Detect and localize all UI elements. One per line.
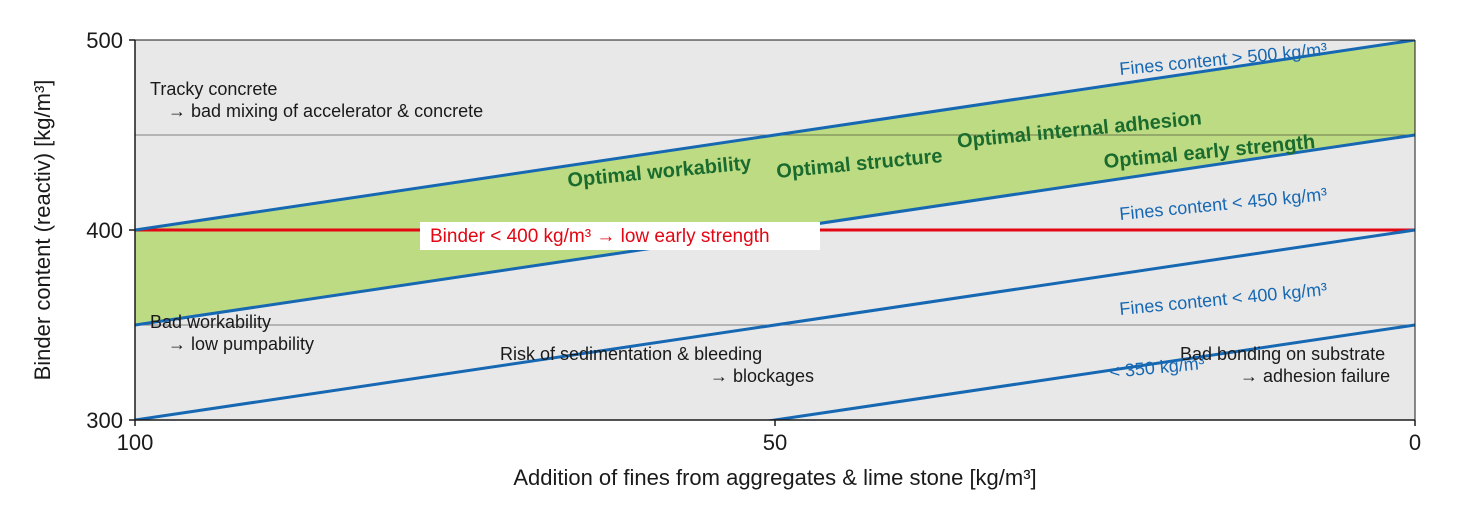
- red-threshold-label: Binder < 400 kg/m³ → low early strength: [430, 226, 770, 247]
- text-annotation: Risk of sedimentation & bleeding: [500, 344, 762, 364]
- text-annotation: → low pumpability: [168, 334, 314, 354]
- text-annotation: → blockages: [710, 366, 814, 386]
- x-axis-label: Addition of fines from aggregates & lime…: [513, 465, 1036, 490]
- binder-fines-chart: Tracky concrete→ bad mixing of accelerat…: [20, 20, 1438, 496]
- chart-svg: Tracky concrete→ bad mixing of accelerat…: [20, 20, 1438, 496]
- text-annotation: → bad mixing of accelerator & concrete: [168, 101, 483, 121]
- y-tick-label: 400: [86, 218, 123, 243]
- x-tick-label: 50: [763, 430, 787, 455]
- text-annotation: Tracky concrete: [150, 79, 277, 99]
- text-annotation: → adhesion failure: [1240, 366, 1390, 386]
- y-tick-label: 500: [86, 28, 123, 53]
- text-annotation: Bad bonding on substrate: [1180, 344, 1385, 364]
- y-axis-label: Binder content (reactiv) [kg/m³]: [30, 80, 55, 381]
- x-tick-label: 100: [117, 430, 154, 455]
- x-tick-label: 0: [1409, 430, 1421, 455]
- text-annotation: Bad workability: [150, 312, 271, 332]
